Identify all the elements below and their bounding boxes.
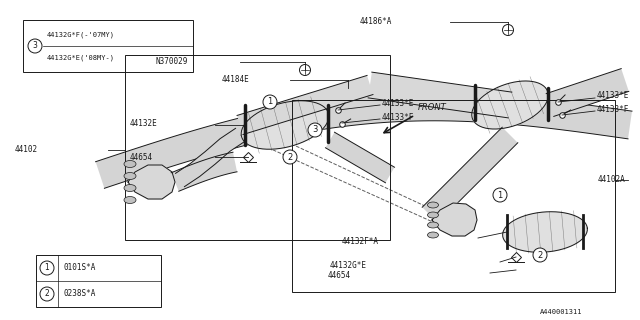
Text: 44133*F: 44133*F <box>382 114 414 123</box>
Text: 44133*F: 44133*F <box>597 106 629 115</box>
Text: 2: 2 <box>287 153 292 162</box>
Text: 44132G*F(-'07MY): 44132G*F(-'07MY) <box>47 31 115 38</box>
Ellipse shape <box>428 232 438 238</box>
Polygon shape <box>95 93 632 188</box>
Polygon shape <box>326 132 394 183</box>
Circle shape <box>533 248 547 262</box>
Text: 3: 3 <box>312 125 317 134</box>
Text: 0238S*A: 0238S*A <box>63 290 95 299</box>
Ellipse shape <box>124 161 136 167</box>
Text: 44654: 44654 <box>328 270 351 279</box>
Circle shape <box>308 123 322 137</box>
Polygon shape <box>472 81 548 129</box>
Text: 44133*E: 44133*E <box>382 99 414 108</box>
Circle shape <box>28 39 42 53</box>
Text: 2: 2 <box>538 251 543 260</box>
Ellipse shape <box>124 196 136 204</box>
Text: 44133*E: 44133*E <box>597 92 629 100</box>
Bar <box>292 100 615 292</box>
Text: 44102: 44102 <box>15 146 38 155</box>
Circle shape <box>502 25 513 36</box>
Polygon shape <box>422 127 518 223</box>
Circle shape <box>263 95 277 109</box>
Polygon shape <box>502 212 588 252</box>
Text: 44132G*E('08MY-): 44132G*E('08MY-) <box>47 54 115 61</box>
Text: 44184E: 44184E <box>222 75 250 84</box>
Circle shape <box>40 261 54 275</box>
Bar <box>125 55 390 240</box>
Ellipse shape <box>124 185 136 191</box>
Text: 1: 1 <box>45 263 49 273</box>
Ellipse shape <box>428 212 438 218</box>
Polygon shape <box>175 128 244 187</box>
Text: FRONT: FRONT <box>418 103 447 112</box>
Text: 44102A: 44102A <box>598 175 626 185</box>
Circle shape <box>283 150 297 164</box>
Text: A440001311: A440001311 <box>540 309 582 315</box>
Polygon shape <box>368 72 512 118</box>
Text: 0101S*A: 0101S*A <box>63 263 95 273</box>
Text: 44132G*E: 44132G*E <box>330 260 367 269</box>
Text: 44654: 44654 <box>130 153 153 162</box>
Text: 44186*A: 44186*A <box>360 17 392 26</box>
Circle shape <box>40 287 54 301</box>
Text: 1: 1 <box>497 190 502 199</box>
Circle shape <box>493 188 507 202</box>
Polygon shape <box>128 165 175 199</box>
Text: 2: 2 <box>45 290 49 299</box>
Text: 44132E: 44132E <box>130 119 157 129</box>
Circle shape <box>300 65 310 76</box>
Text: 1: 1 <box>268 98 273 107</box>
Polygon shape <box>546 68 628 116</box>
Ellipse shape <box>124 172 136 180</box>
Ellipse shape <box>428 202 438 208</box>
Text: 3: 3 <box>33 42 37 51</box>
Polygon shape <box>241 101 329 149</box>
Text: N370029: N370029 <box>155 58 188 67</box>
Bar <box>36 255 161 307</box>
Ellipse shape <box>428 222 438 228</box>
Text: 44132F*A: 44132F*A <box>342 237 379 246</box>
Polygon shape <box>237 76 373 134</box>
Polygon shape <box>172 152 237 191</box>
Bar <box>23 20 193 72</box>
Polygon shape <box>432 203 477 236</box>
